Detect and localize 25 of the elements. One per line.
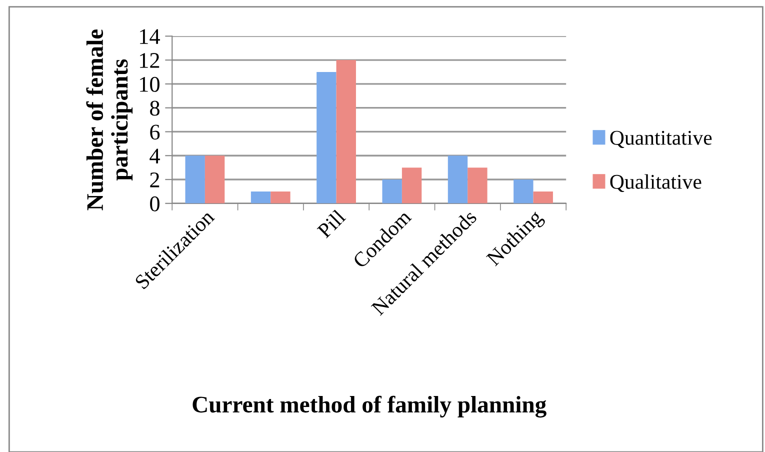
x-tick-label: Pill [316,208,346,239]
y-tick-label: 2 [150,172,160,188]
bar [402,168,422,204]
legend-label: Qualitative [610,174,702,192]
bar [382,180,402,204]
y-tick-label: 10 [140,76,160,92]
bar [270,191,290,204]
y-tick-label: 8 [150,100,160,116]
bar [185,156,205,204]
x-axis-title: Current method of family planning [192,396,546,418]
bar [250,191,271,204]
y-tick-label: 14 [140,29,160,44]
y-tick-label: 0 [150,196,160,212]
legend-label: Quantitative [610,130,712,148]
bar [468,168,488,204]
bar [514,180,534,204]
bar [448,156,468,204]
bar [533,191,553,204]
y-tick-label: 6 [150,124,160,140]
y-tick-label: 4 [150,148,160,164]
y-tick-label: 12 [140,53,160,68]
bar [336,60,356,204]
y-axis-title: Number of female participants [86,29,133,210]
bar [316,72,336,204]
bar [204,156,225,204]
